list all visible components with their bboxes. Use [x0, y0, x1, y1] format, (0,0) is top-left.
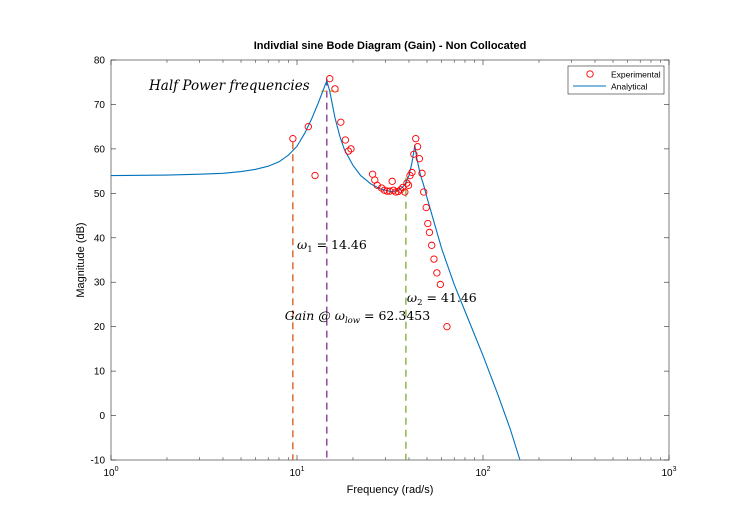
- gain-symbol: Gain @ ω: [285, 308, 345, 323]
- gain-annotation: Gain @ ωlow = 62.3453: [285, 308, 430, 326]
- experimental-point-36: [425, 228, 434, 237]
- experimental-point-18: [389, 186, 398, 194]
- analytical-series-line: [110, 79, 521, 461]
- x-axis-label: Frequency (rad/s): [347, 484, 434, 496]
- x-tick-label: 103: [661, 466, 676, 479]
- plot-area: [110, 59, 670, 461]
- experimental-point-40: [436, 280, 445, 289]
- experimental-point-2: [304, 123, 312, 131]
- omega2-subscript: 2: [417, 298, 422, 308]
- y-axis-label: Magnitude (dB): [75, 222, 87, 297]
- experimental-point-37: [428, 241, 436, 249]
- experimental-point-25: [404, 181, 413, 189]
- experimental-point-7: [341, 136, 350, 144]
- y-tick-label: 70: [94, 100, 106, 111]
- axis-ticks: -10 0 10 20 30 40 50 60 70 80 100 101 102 103: [91, 56, 677, 480]
- annotations: Half Power frequencies ω1 = 14.46 ω2 = 4…: [148, 78, 477, 326]
- experimental-point-28: [410, 150, 418, 158]
- y-tick-label: 10: [94, 367, 106, 378]
- experimental-point-6: [337, 118, 345, 126]
- legend-experimental-label: Experimental: [611, 70, 661, 80]
- omega1-annotation: ω1 = 14.46: [297, 237, 367, 255]
- omega1-symbol: ω: [297, 237, 307, 252]
- y-tick-label: 0: [99, 411, 105, 422]
- experimental-point-33: [420, 188, 428, 196]
- legend-analytical-label: Analytical: [611, 82, 647, 92]
- omega2-symbol: ω: [407, 290, 417, 305]
- experimental-point-38: [430, 255, 438, 263]
- y-tick-label: 30: [94, 278, 106, 289]
- experimental-point-41: [443, 323, 451, 331]
- x-tick-label: 102: [475, 466, 490, 479]
- experimental-point-9: [347, 145, 355, 153]
- y-tick-label: 40: [94, 233, 106, 244]
- legend-experimental-marker: [586, 70, 594, 78]
- experimental-point-17: [388, 177, 396, 185]
- legend-box: [567, 65, 665, 95]
- gain-subscript: low: [345, 316, 361, 326]
- experimental-point-34: [422, 203, 430, 212]
- y-tick-label: 60: [94, 144, 106, 155]
- experimental-point-24: [403, 179, 411, 187]
- experimental-point-31: [415, 155, 424, 163]
- chart-title: Indivdial sine Bode Diagram (Gain) - Non…: [254, 40, 527, 52]
- experimental-point-5: [331, 85, 339, 93]
- experimental-point-3: [311, 171, 319, 180]
- omega1-value: = 14.46: [313, 237, 367, 252]
- x-tick-label: 100: [103, 466, 118, 479]
- experimental-point-4: [326, 75, 334, 83]
- experimental-point-29: [412, 135, 420, 143]
- experimental-point-30: [413, 143, 422, 151]
- experimental-point-1: [289, 135, 297, 143]
- experimental-point-23: [401, 188, 409, 196]
- omega2-annotation: ω2 = 41.46: [407, 290, 477, 308]
- y-tick-label: 50: [94, 189, 106, 200]
- y-tick-label: 80: [94, 56, 106, 67]
- experimental-point-8: [344, 147, 353, 155]
- experimental-point-32: [418, 169, 426, 177]
- gain-value: = 62.3453: [360, 308, 430, 323]
- omega1-subscript: 1: [307, 245, 312, 255]
- y-tick-label: 20: [94, 322, 106, 333]
- marks-layer: [110, 75, 521, 461]
- experimental-point-21: [396, 186, 405, 194]
- experimental-point-39: [433, 269, 441, 277]
- legend: Experimental Analytical: [567, 65, 665, 95]
- x-tick-label: 101: [289, 466, 304, 479]
- omega2-value: = 41.46: [423, 290, 477, 305]
- experimental-point-35: [424, 219, 432, 228]
- y-tick-label: -10: [91, 456, 106, 467]
- experimental-point-27: [408, 168, 416, 177]
- half-power-annotation: Half Power frequencies: [148, 78, 310, 94]
